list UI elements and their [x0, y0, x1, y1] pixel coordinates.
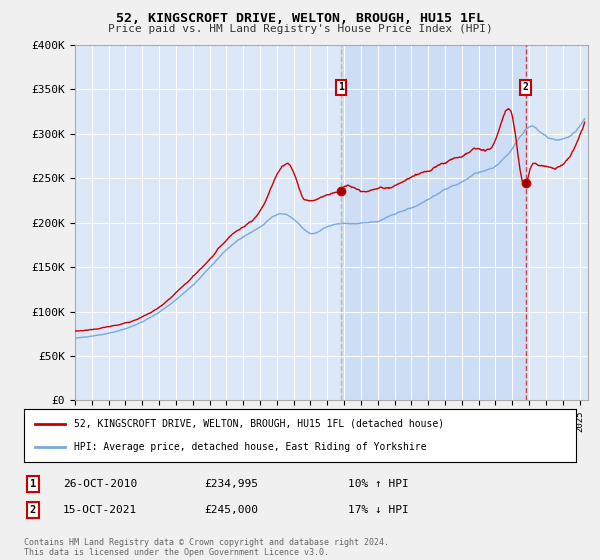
Text: 2: 2 — [523, 82, 529, 92]
Text: £245,000: £245,000 — [204, 505, 258, 515]
Text: 2: 2 — [30, 505, 36, 515]
Text: 15-OCT-2021: 15-OCT-2021 — [63, 505, 137, 515]
Text: 17% ↓ HPI: 17% ↓ HPI — [348, 505, 409, 515]
Text: Contains HM Land Registry data © Crown copyright and database right 2024.
This d: Contains HM Land Registry data © Crown c… — [24, 538, 389, 557]
Text: Price paid vs. HM Land Registry's House Price Index (HPI): Price paid vs. HM Land Registry's House … — [107, 24, 493, 34]
Text: 52, KINGSCROFT DRIVE, WELTON, BROUGH, HU15 1FL (detached house): 52, KINGSCROFT DRIVE, WELTON, BROUGH, HU… — [74, 419, 444, 429]
Text: HPI: Average price, detached house, East Riding of Yorkshire: HPI: Average price, detached house, East… — [74, 442, 426, 452]
Text: 1: 1 — [30, 479, 36, 489]
Text: £234,995: £234,995 — [204, 479, 258, 489]
Text: 10% ↑ HPI: 10% ↑ HPI — [348, 479, 409, 489]
Text: 1: 1 — [338, 82, 344, 92]
Text: 26-OCT-2010: 26-OCT-2010 — [63, 479, 137, 489]
Bar — [341, 45, 526, 400]
Text: 52, KINGSCROFT DRIVE, WELTON, BROUGH, HU15 1FL: 52, KINGSCROFT DRIVE, WELTON, BROUGH, HU… — [116, 12, 484, 25]
